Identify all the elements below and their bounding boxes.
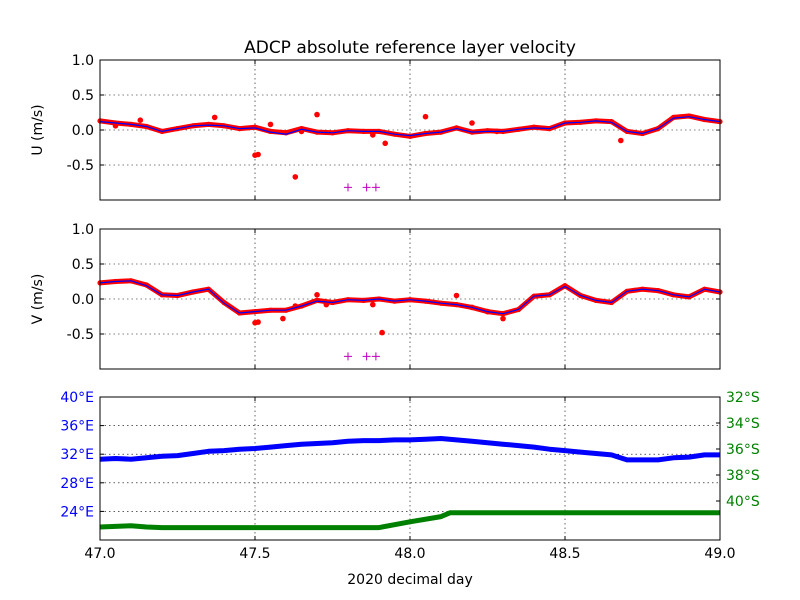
y-tick-label: 0.0 <box>72 292 94 308</box>
velocity-line <box>99 116 721 137</box>
panels: 1.0 0.5 0.0 -0.5 U (m/s) 1.0 0.5 0.0 -0.5 V (m/s)… <box>30 53 760 562</box>
velocity-point <box>484 128 491 134</box>
axes-frame <box>99 228 721 370</box>
velocity-point <box>205 121 212 127</box>
outlier-point <box>211 114 218 121</box>
lat-tick-label: 40°S <box>726 494 760 510</box>
plus-marker <box>371 352 380 361</box>
outlier-point <box>314 111 320 118</box>
lat-tick-label: 34°S <box>726 416 760 432</box>
velocity-point <box>531 124 537 130</box>
lon-tick-label: 24°E <box>60 504 94 520</box>
outlier-point <box>422 113 429 120</box>
outlier-point <box>618 137 624 144</box>
lat-tick-label: 36°S <box>726 442 760 458</box>
outlier-point <box>500 315 506 322</box>
velocity-point <box>453 125 460 131</box>
axes-frame <box>99 396 721 541</box>
y-tick-label: 0.5 <box>72 257 94 273</box>
velocity-point <box>407 133 413 139</box>
outlier-point <box>370 301 376 308</box>
outlier-point <box>323 301 330 308</box>
lon-tick-label: 36°E <box>60 419 94 435</box>
lat-tick-label: 38°S <box>726 468 760 484</box>
outlier-point <box>137 117 144 123</box>
plus-marker <box>362 183 371 192</box>
outlier-point <box>292 174 299 180</box>
y-axis-label: U (m/s) <box>30 104 46 155</box>
x-tick-label: 47.5 <box>239 546 270 562</box>
plus-marker <box>344 352 352 361</box>
lon-tick-label: 32°E <box>60 447 94 463</box>
position-panel: 47.0 47.5 48.0 48.5 49.0 40°E 36°E 32°E 28°E 24°E… <box>60 390 759 562</box>
lon-tick-label: 40°E <box>60 390 94 406</box>
lon-tick-label: 28°E <box>60 476 94 492</box>
outlier-point <box>255 319 261 325</box>
outlier-point <box>267 121 274 128</box>
x-tick-label: 49.0 <box>704 546 735 562</box>
y-tick-label: 0.0 <box>72 123 94 139</box>
outlier-point <box>379 329 385 336</box>
outlier-point <box>280 315 286 322</box>
x-tick-label: 48.5 <box>549 546 580 562</box>
outlier-point <box>314 292 320 298</box>
velocity-point <box>686 113 692 119</box>
outlier-point <box>255 151 261 158</box>
x-axis-label: 2020 decimal day <box>347 572 472 588</box>
x-tick-label: 47.0 <box>84 546 115 562</box>
axes-frame <box>99 59 721 201</box>
plus-marker <box>344 183 352 192</box>
chart-title: ADCP absolute reference layer velocity <box>244 38 576 58</box>
outlier-point <box>382 140 389 147</box>
outlier-point <box>112 123 119 129</box>
lat-tick-label: 32°S <box>726 390 760 406</box>
y-tick-label: 1.0 <box>72 222 94 238</box>
u-panel: 1.0 0.5 0.0 -0.5 U (m/s) <box>30 53 723 201</box>
x-tick-label: 48.0 <box>394 546 425 562</box>
y-tick-label: -0.5 <box>67 327 94 343</box>
outlier-point <box>469 120 475 126</box>
velocity-point <box>252 124 258 130</box>
plus-marker <box>362 352 371 361</box>
velocity-line <box>99 280 721 315</box>
latitude-line <box>99 510 720 531</box>
plus-marker <box>371 183 380 192</box>
longitude-line <box>99 436 720 463</box>
v-panel: 1.0 0.5 0.0 -0.5 V (m/s) <box>30 222 723 370</box>
outlier-point <box>453 292 460 299</box>
y-tick-label: -0.5 <box>67 158 94 174</box>
y-tick-label: 0.5 <box>72 88 94 104</box>
y-tick-label: 1.0 <box>72 53 94 69</box>
y-axis-label: V (m/s) <box>30 274 46 325</box>
outlier-point <box>370 132 376 138</box>
